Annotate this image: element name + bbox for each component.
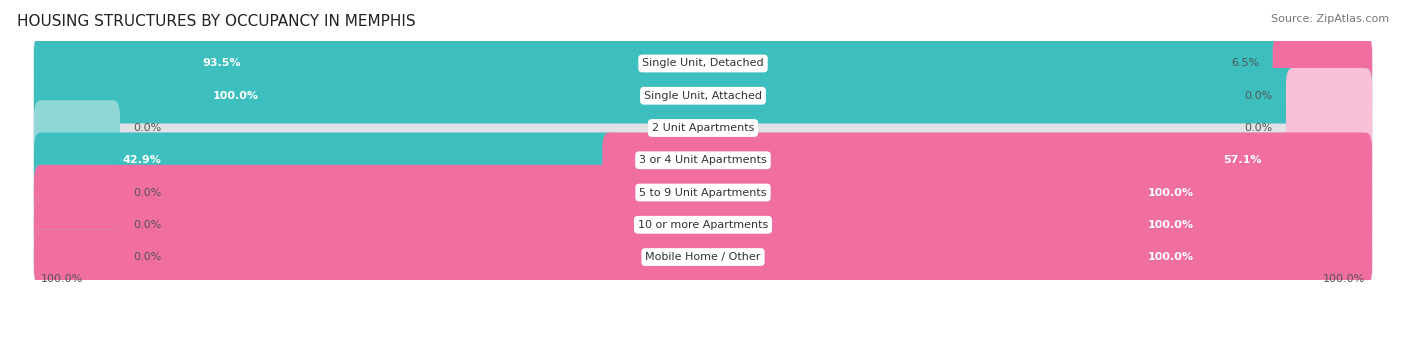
FancyBboxPatch shape	[34, 100, 1372, 156]
FancyBboxPatch shape	[1286, 68, 1372, 123]
FancyBboxPatch shape	[34, 68, 1372, 123]
Text: 0.0%: 0.0%	[134, 123, 162, 133]
Text: 3 or 4 Unit Apartments: 3 or 4 Unit Apartments	[640, 155, 766, 165]
FancyBboxPatch shape	[34, 229, 1372, 285]
Text: 57.1%: 57.1%	[1223, 155, 1261, 165]
FancyBboxPatch shape	[34, 36, 1286, 91]
FancyBboxPatch shape	[34, 100, 120, 156]
FancyBboxPatch shape	[34, 165, 1372, 220]
Text: HOUSING STRUCTURES BY OCCUPANCY IN MEMPHIS: HOUSING STRUCTURES BY OCCUPANCY IN MEMPH…	[17, 14, 416, 29]
Text: Mobile Home / Other: Mobile Home / Other	[645, 252, 761, 262]
Text: 93.5%: 93.5%	[202, 59, 240, 69]
Text: 42.9%: 42.9%	[122, 155, 160, 165]
Text: 100.0%: 100.0%	[1147, 252, 1194, 262]
Text: 0.0%: 0.0%	[1244, 123, 1272, 133]
FancyBboxPatch shape	[34, 165, 1372, 220]
Text: 0.0%: 0.0%	[134, 220, 162, 230]
Text: 100.0%: 100.0%	[41, 274, 83, 284]
FancyBboxPatch shape	[34, 197, 120, 253]
FancyBboxPatch shape	[1272, 36, 1372, 91]
Text: 100.0%: 100.0%	[1323, 274, 1365, 284]
Text: 100.0%: 100.0%	[212, 91, 259, 101]
Text: 0.0%: 0.0%	[134, 188, 162, 197]
FancyBboxPatch shape	[34, 68, 1372, 123]
FancyBboxPatch shape	[1286, 100, 1372, 156]
Text: 100.0%: 100.0%	[1147, 188, 1194, 197]
FancyBboxPatch shape	[34, 133, 1372, 188]
Text: 0.0%: 0.0%	[1244, 91, 1272, 101]
Text: Source: ZipAtlas.com: Source: ZipAtlas.com	[1271, 14, 1389, 24]
FancyBboxPatch shape	[602, 133, 1372, 188]
FancyBboxPatch shape	[34, 197, 1372, 253]
Text: 100.0%: 100.0%	[1147, 220, 1194, 230]
FancyBboxPatch shape	[34, 197, 1372, 253]
Text: 2 Unit Apartments: 2 Unit Apartments	[652, 123, 754, 133]
Text: 10 or more Apartments: 10 or more Apartments	[638, 220, 768, 230]
FancyBboxPatch shape	[34, 36, 1372, 91]
Text: Single Unit, Attached: Single Unit, Attached	[644, 91, 762, 101]
Text: 5 to 9 Unit Apartments: 5 to 9 Unit Apartments	[640, 188, 766, 197]
FancyBboxPatch shape	[34, 133, 616, 188]
Text: 6.5%: 6.5%	[1232, 59, 1260, 69]
Text: Single Unit, Detached: Single Unit, Detached	[643, 59, 763, 69]
Text: 0.0%: 0.0%	[134, 252, 162, 262]
FancyBboxPatch shape	[34, 165, 120, 220]
FancyBboxPatch shape	[34, 229, 120, 285]
FancyBboxPatch shape	[34, 229, 1372, 285]
